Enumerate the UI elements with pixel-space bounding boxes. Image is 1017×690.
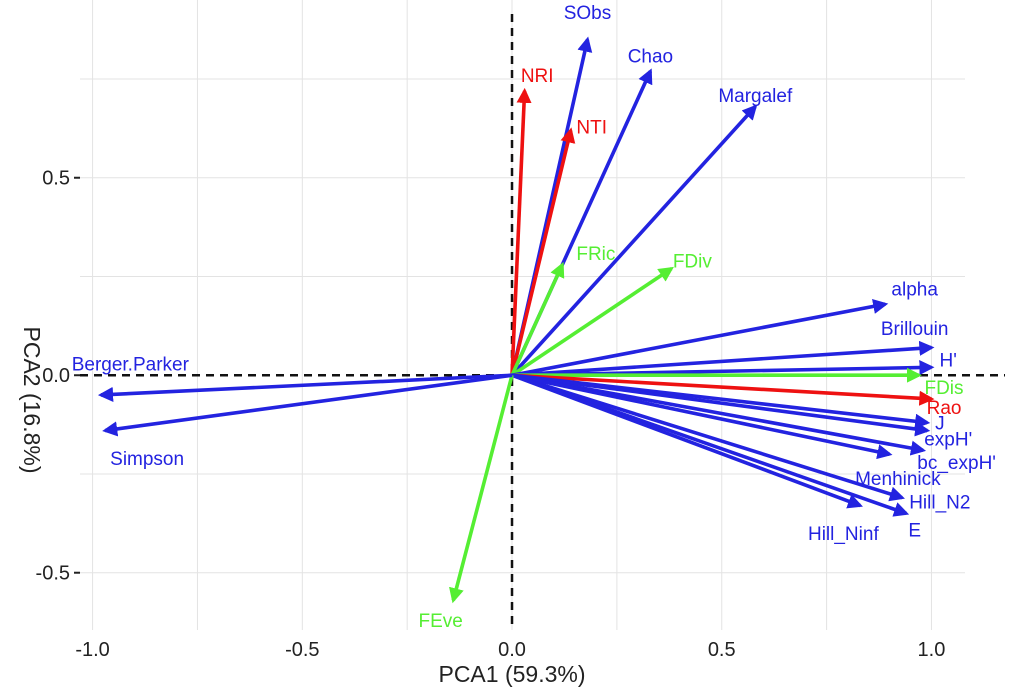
y-tick-label: 0.5 <box>42 168 70 190</box>
vector-label: E <box>908 520 921 541</box>
vector-label: FDis <box>924 378 963 399</box>
x-tick-label: -1.0 <box>75 639 109 661</box>
vector-label: NTI <box>576 117 607 138</box>
vector-arrow <box>511 373 931 437</box>
vector-label: bc_expH' <box>917 453 996 474</box>
vector-arrow <box>510 104 758 377</box>
vector-label: H' <box>940 350 957 371</box>
axes: 0.5 0.0 -0.5 -1.0 -0.5 0.0 0.5 1.0 <box>36 168 946 661</box>
vector-label: Brillouin <box>881 319 949 340</box>
vector-arrow <box>102 373 513 437</box>
loading-vectors <box>97 36 935 604</box>
vector-label: SObs <box>564 3 612 24</box>
x-axis-title: PCA1 (59.3%) <box>438 661 585 687</box>
vector-arrow <box>510 87 532 376</box>
vector-arrow <box>510 261 565 376</box>
vector-arrow <box>511 266 674 377</box>
vector-arrow <box>511 340 935 378</box>
vector-label: Simpson <box>110 449 184 470</box>
vector-arrow <box>97 373 513 402</box>
vector-label: alpha <box>891 279 938 300</box>
vector-label: Margalef <box>718 86 793 107</box>
x-tick-label: 0.5 <box>708 639 736 661</box>
x-tick-label: -0.5 <box>285 639 319 661</box>
vector-labels: SObs Chao Margalef NRI NTI FRic FDiv alpha Brill… <box>72 3 996 632</box>
vector-label: FDiv <box>673 252 713 273</box>
vector-label: J <box>935 414 945 435</box>
y-axis-title: PCA2 (16.8%) <box>19 326 45 473</box>
vector-label: Rao <box>927 398 962 419</box>
vector-arrow <box>511 298 889 378</box>
vector-label: NRI <box>521 66 554 87</box>
vector-arrow <box>511 373 935 406</box>
y-tick-label: -0.5 <box>36 563 70 585</box>
vector-label: FEve <box>419 611 463 632</box>
vector-arrow <box>510 127 576 376</box>
vector-label: Chao <box>628 46 673 67</box>
vector-label: FRic <box>576 244 615 265</box>
vector-label: expH' <box>924 429 972 450</box>
vector-arrow <box>511 373 905 502</box>
vector-label: Menhinick <box>855 469 941 490</box>
y-tick-label: 0.0 <box>42 365 70 387</box>
vector-arrow <box>511 373 893 460</box>
vector-label: Hill_N2 <box>909 493 970 514</box>
x-tick-label: 0.0 <box>498 639 526 661</box>
x-tick-label: 1.0 <box>918 639 946 661</box>
vector-arrow <box>449 374 514 604</box>
vector-label: Hill_Ninf <box>808 524 879 545</box>
vector-arrow <box>511 373 863 509</box>
vector-label: Berger.Parker <box>72 354 190 375</box>
